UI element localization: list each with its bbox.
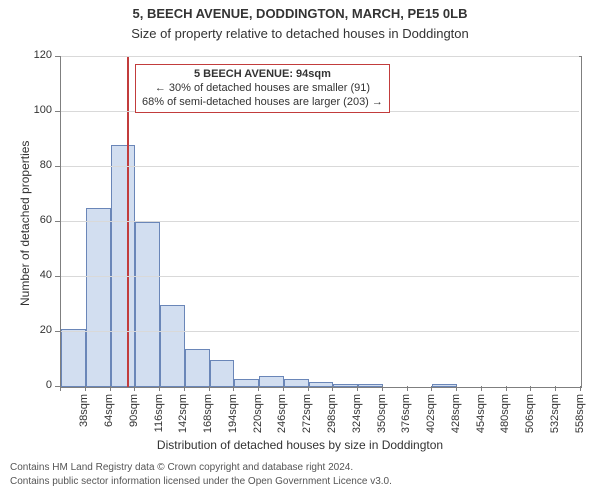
- xtick-label: 272sqm: [301, 394, 313, 444]
- xtick: [110, 386, 111, 391]
- xtick-label: 350sqm: [376, 394, 388, 444]
- xtick: [85, 386, 86, 391]
- gridline: [61, 276, 579, 277]
- histogram-bar: [210, 360, 235, 388]
- footer-line2: Contains public sector information licen…: [10, 476, 392, 489]
- xtick: [555, 386, 556, 391]
- histogram-bar: [358, 384, 383, 387]
- xtick-label: 376sqm: [400, 394, 412, 444]
- xtick: [258, 386, 259, 391]
- xtick-label: 168sqm: [202, 394, 214, 444]
- xlabel: Distribution of detached houses by size …: [0, 438, 600, 452]
- xtick-label: 64sqm: [103, 394, 115, 444]
- xtick: [506, 386, 507, 391]
- xtick: [407, 386, 408, 391]
- chart-subtitle: Size of property relative to detached ho…: [0, 26, 600, 41]
- histogram-bar: [333, 384, 358, 387]
- ytick-label: 0: [20, 379, 52, 391]
- histogram-bar: [432, 384, 457, 387]
- xtick-label: 142sqm: [177, 394, 189, 444]
- footer-line1: Contains HM Land Registry data © Crown c…: [10, 462, 353, 475]
- histogram-bar: [160, 305, 185, 388]
- histogram-bar: [309, 382, 334, 388]
- histogram-bar: [259, 376, 284, 387]
- xtick-label: 506sqm: [524, 394, 536, 444]
- ytick-label: 20: [20, 324, 52, 336]
- xtick: [530, 386, 531, 391]
- gridline: [61, 166, 579, 167]
- xtick: [159, 386, 160, 391]
- annotation-line2: ← 30% of detached houses are smaller (91…: [142, 82, 383, 96]
- xtick-label: 194sqm: [227, 394, 239, 444]
- xtick: [431, 386, 432, 391]
- histogram-bar: [284, 379, 309, 387]
- xtick-label: 402sqm: [425, 394, 437, 444]
- xtick-label: 428sqm: [450, 394, 462, 444]
- annotation-line3: 68% of semi-detached houses are larger (…: [142, 96, 383, 110]
- xtick: [184, 386, 185, 391]
- annotation-line1: 5 BEECH AVENUE: 94sqm: [142, 68, 383, 82]
- marker-line: [127, 57, 129, 387]
- xtick: [357, 386, 358, 391]
- xtick: [233, 386, 234, 391]
- xtick: [481, 386, 482, 391]
- xtick-label: 298sqm: [326, 394, 338, 444]
- xtick: [308, 386, 309, 391]
- ylabel: Number of detached properties: [18, 141, 32, 306]
- xtick: [60, 386, 61, 391]
- histogram-bar: [135, 222, 160, 387]
- xtick-label: 38sqm: [78, 394, 90, 444]
- histogram-bar: [111, 145, 136, 387]
- ytick: [55, 56, 60, 57]
- histogram-bar: [234, 379, 259, 387]
- ytick: [55, 166, 60, 167]
- ytick: [55, 331, 60, 332]
- ytick-label: 120: [20, 49, 52, 61]
- annotation-box: 5 BEECH AVENUE: 94sqm← 30% of detached h…: [135, 64, 390, 113]
- xtick: [283, 386, 284, 391]
- xtick-label: 220sqm: [252, 394, 264, 444]
- xtick-label: 90sqm: [128, 394, 140, 444]
- xtick-label: 116sqm: [153, 394, 165, 444]
- histogram-bar: [185, 349, 210, 388]
- gridline: [61, 221, 579, 222]
- ytick: [55, 111, 60, 112]
- histogram-bar: [61, 329, 86, 387]
- xtick: [382, 386, 383, 391]
- chart-title: 5, BEECH AVENUE, DODDINGTON, MARCH, PE15…: [0, 6, 600, 21]
- xtick-label: 246sqm: [276, 394, 288, 444]
- histogram-bar: [86, 208, 111, 387]
- xtick: [134, 386, 135, 391]
- xtick: [209, 386, 210, 391]
- xtick-label: 532sqm: [549, 394, 561, 444]
- ytick: [55, 276, 60, 277]
- xtick-label: 324sqm: [351, 394, 363, 444]
- xtick-label: 454sqm: [475, 394, 487, 444]
- ytick: [55, 221, 60, 222]
- xtick-label: 480sqm: [499, 394, 511, 444]
- xtick: [580, 386, 581, 391]
- xtick: [332, 386, 333, 391]
- gridline: [61, 331, 579, 332]
- ytick-label: 100: [20, 104, 52, 116]
- xtick: [456, 386, 457, 391]
- gridline: [61, 56, 579, 57]
- xtick-label: 558sqm: [574, 394, 586, 444]
